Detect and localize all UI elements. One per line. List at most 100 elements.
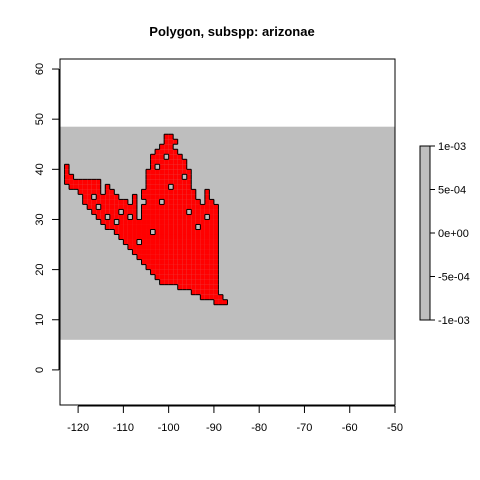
polygon-cell [173, 199, 178, 205]
polygon-cell [177, 224, 183, 230]
polygon-cell [164, 189, 169, 195]
polygon-cell [177, 209, 183, 215]
polygon-cell [209, 264, 214, 270]
polygon-cell [150, 189, 156, 195]
polygon-cell [168, 254, 174, 260]
polygon-cell [136, 249, 142, 255]
polygon-cell [132, 199, 137, 205]
polygon-cell [118, 234, 124, 240]
polygon-cell [186, 219, 192, 225]
polygon-cell [191, 264, 196, 270]
polygon-cell [177, 229, 183, 235]
polygon-cell [200, 269, 205, 275]
polygon-cell [209, 204, 214, 210]
polygon-cell [209, 244, 214, 250]
polygon-cell [155, 154, 160, 160]
polygon-cell [150, 194, 156, 200]
polygon-cell [141, 194, 147, 200]
polygon-cell [91, 199, 97, 205]
polygon-cell [168, 224, 174, 230]
polygon-cell [173, 219, 178, 225]
polygon-cell [105, 204, 110, 210]
polygon-cell [159, 264, 165, 270]
polygon-cell [213, 299, 219, 305]
polygon-cell [177, 204, 183, 210]
polygon-cell [150, 239, 156, 245]
polygon-cell [159, 209, 165, 215]
polygon-cell [159, 184, 165, 190]
polygon-cell [204, 249, 210, 255]
polygon-cell [173, 204, 178, 210]
polygon-cell [182, 269, 187, 275]
polygon-cell [168, 199, 174, 205]
polygon-cell [191, 209, 196, 215]
polygon-cell [204, 199, 210, 205]
polygon-cell [150, 259, 156, 265]
y-tick-label: 50 [34, 113, 46, 125]
polygon-cell [64, 179, 70, 185]
polygon-cell [159, 219, 165, 225]
polygon-cell [150, 249, 156, 255]
polygon-cell [213, 254, 219, 260]
polygon-cell [200, 214, 205, 220]
polygon-cell [141, 189, 147, 195]
polygon-cell [82, 179, 88, 185]
polygon-cell [186, 279, 192, 285]
polygon-cell [186, 174, 192, 180]
polygon-cell [100, 199, 106, 205]
polygon-cell [136, 254, 142, 260]
polygon-cell [82, 184, 88, 190]
species-polygon [64, 133, 228, 306]
polygon-cell [182, 194, 187, 200]
polygon-cell [155, 264, 160, 270]
polygon-cell [150, 214, 156, 220]
polygon-cell [123, 239, 128, 245]
polygon-cell [209, 229, 214, 235]
polygon-cell [182, 279, 187, 285]
polygon-cell [69, 179, 74, 185]
polygon-cell [155, 234, 160, 240]
polygon-cell [209, 239, 214, 245]
polygon-cell [146, 259, 151, 265]
polygon-cell [173, 209, 178, 215]
polygon-cell [213, 219, 219, 225]
polygon-cell [127, 234, 133, 240]
polygon-cell [186, 269, 192, 275]
polygon-cell [168, 144, 174, 150]
polygon-cell [191, 239, 196, 245]
polygon-cell [173, 269, 178, 275]
polygon-cell [159, 239, 165, 245]
polygon-cell [182, 169, 187, 175]
polygon-cell [168, 219, 174, 225]
polygon-cell [168, 174, 174, 180]
polygon-cell [186, 229, 192, 235]
polygon-cell [159, 229, 165, 235]
polygon-cell [195, 209, 201, 215]
polygon-cell [182, 214, 187, 220]
polygon-cell [150, 219, 156, 225]
polygon-cell [114, 194, 119, 200]
polygon-cell [177, 264, 183, 270]
polygon-cell [186, 184, 192, 190]
polygon-cell [150, 184, 156, 190]
polygon-cell [173, 244, 178, 250]
polygon-cell [141, 239, 147, 245]
polygon-cell [155, 169, 160, 175]
polygon-cell [177, 269, 183, 275]
polygon-cell [177, 214, 183, 220]
polygon-cell [159, 269, 165, 275]
polygon-cell [191, 219, 196, 225]
polygon-cell [173, 179, 178, 185]
polygon-cell [186, 169, 192, 175]
polygon-cell [173, 279, 178, 285]
polygon-cell [164, 164, 169, 170]
polygon-cell [204, 239, 210, 245]
polygon-cell [146, 169, 151, 175]
polygon-cell [204, 254, 210, 260]
x-axis: -120 -110 -100 -90 -80 -70 -60 -50 [67, 405, 403, 434]
polygon-cell [191, 284, 196, 290]
polygon-cell [109, 209, 115, 215]
polygon-cell [150, 264, 156, 270]
polygon-cell [132, 214, 137, 220]
polygon-cell [64, 169, 70, 175]
